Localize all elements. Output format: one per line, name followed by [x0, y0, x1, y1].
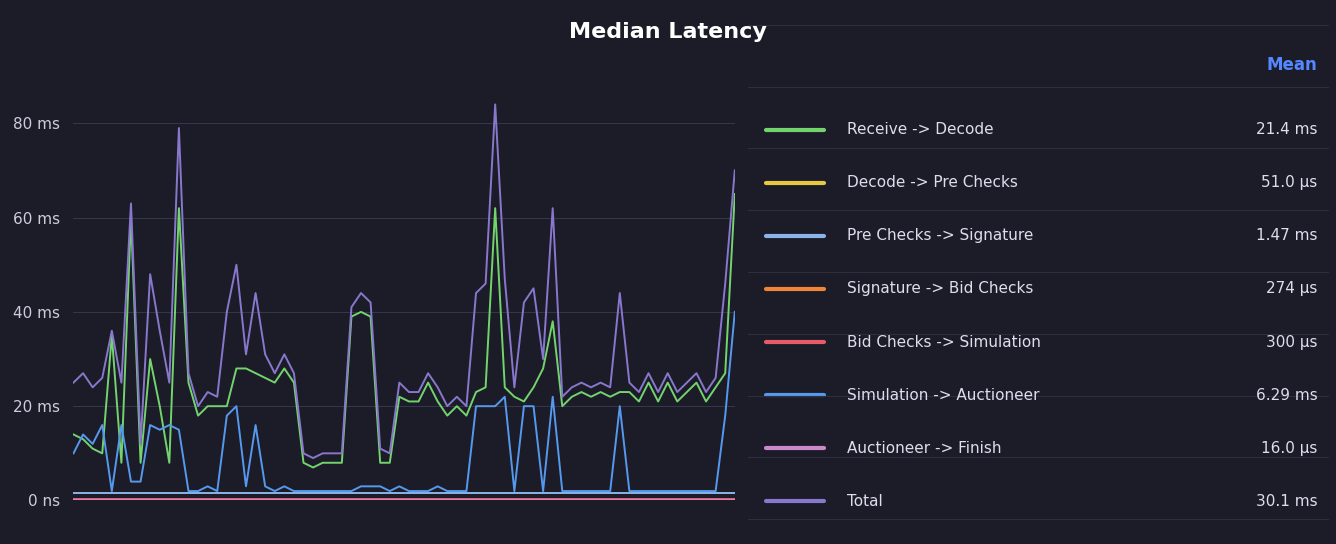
Text: Median Latency: Median Latency: [569, 22, 767, 42]
Text: 30.1 ms: 30.1 ms: [1256, 493, 1317, 509]
Text: Mean: Mean: [1267, 56, 1317, 75]
Text: Signature -> Bid Checks: Signature -> Bid Checks: [847, 281, 1033, 296]
Text: Decode -> Pre Checks: Decode -> Pre Checks: [847, 175, 1018, 190]
Text: 51.0 μs: 51.0 μs: [1261, 175, 1317, 190]
Text: 300 μs: 300 μs: [1267, 335, 1317, 350]
Text: Bid Checks -> Simulation: Bid Checks -> Simulation: [847, 335, 1041, 350]
Text: 6.29 ms: 6.29 ms: [1256, 387, 1317, 403]
Text: 274 μs: 274 μs: [1267, 281, 1317, 296]
Text: 21.4 ms: 21.4 ms: [1256, 122, 1317, 138]
Text: Receive -> Decode: Receive -> Decode: [847, 122, 994, 138]
Text: Total: Total: [847, 493, 883, 509]
Text: 1.47 ms: 1.47 ms: [1256, 228, 1317, 244]
Text: Auctioneer -> Finish: Auctioneer -> Finish: [847, 441, 1002, 456]
Text: Pre Checks -> Signature: Pre Checks -> Signature: [847, 228, 1033, 244]
Text: 16.0 μs: 16.0 μs: [1261, 441, 1317, 456]
Text: Simulation -> Auctioneer: Simulation -> Auctioneer: [847, 387, 1039, 403]
